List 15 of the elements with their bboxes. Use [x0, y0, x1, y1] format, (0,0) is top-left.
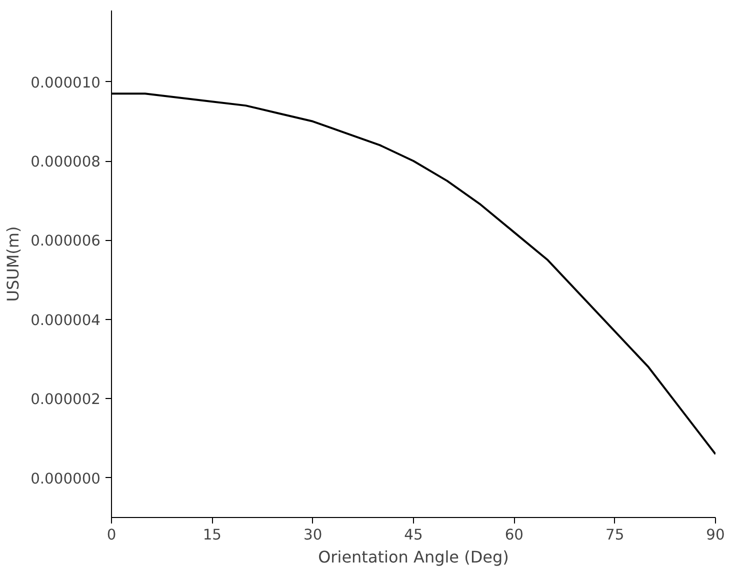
x-tick-label: 60	[504, 526, 524, 544]
x-axis-title: Orientation Angle (Deg)	[318, 548, 509, 566]
y-tick-label: 0.000002	[30, 391, 101, 408]
x-tick-label: 75	[606, 526, 624, 544]
x-tick-label: 90	[706, 526, 725, 544]
y-tick-label: 0.000004	[30, 312, 101, 329]
x-tick-label: 0	[106, 526, 116, 544]
y-axis-title: USUM(m)	[4, 226, 23, 302]
x-tick-label: 15	[202, 526, 222, 544]
y-tick-label: 0.000006	[30, 232, 101, 250]
x-tick-label: 45	[404, 526, 423, 544]
y-tick-label: 0.000008	[30, 154, 101, 171]
y-tick-label: 0.000000	[30, 470, 101, 488]
y-tick-label: 0.000010	[30, 74, 101, 92]
x-tick-label: 30	[304, 526, 322, 544]
